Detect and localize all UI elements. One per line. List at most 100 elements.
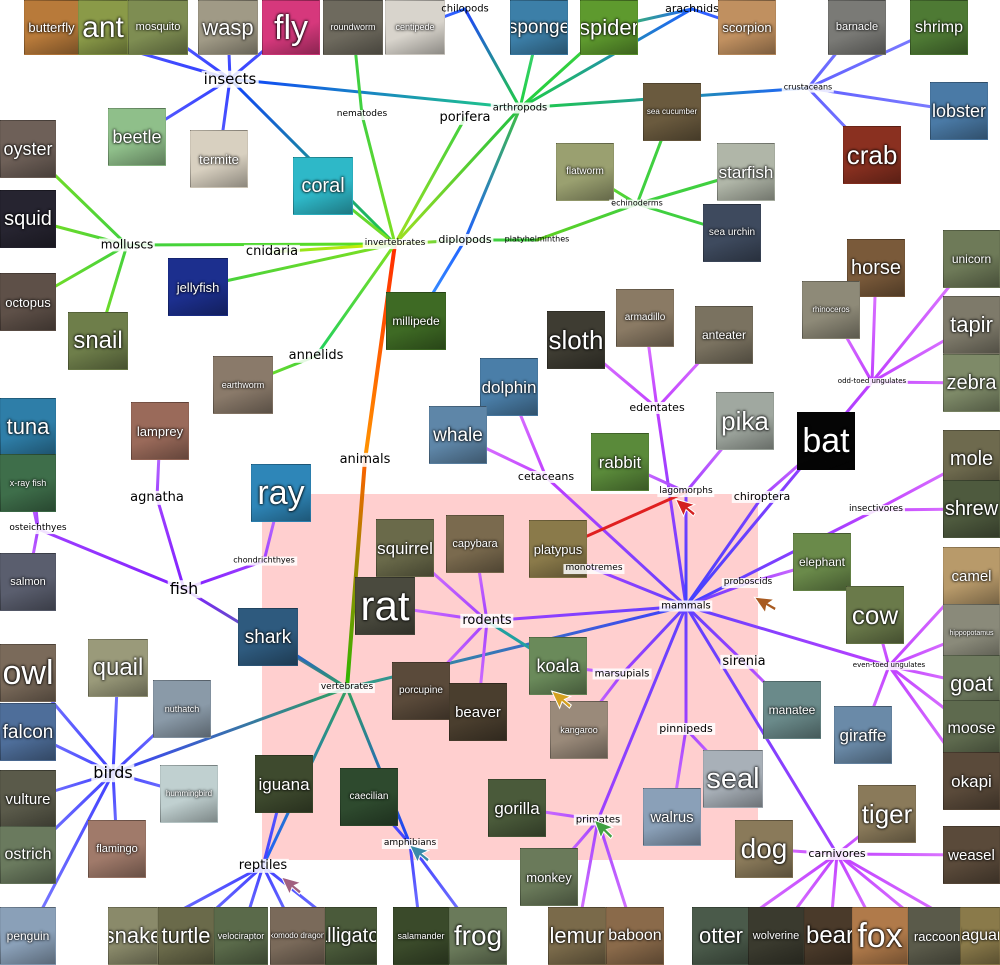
- category-nematodes[interactable]: nematodes: [334, 109, 390, 120]
- category-monotremes[interactable]: monotremes: [563, 563, 625, 574]
- category-agnatha[interactable]: agnatha: [128, 489, 186, 506]
- animal-tile-fly[interactable]: fly: [262, 0, 320, 55]
- animal-tile-giraffe[interactable]: giraffe: [834, 706, 892, 764]
- category-chilopods[interactable]: chilopods: [441, 3, 489, 15]
- animal-tile-crab[interactable]: crab: [843, 126, 901, 184]
- animal-tile-tiger[interactable]: tiger: [858, 785, 916, 843]
- animal-tile-shrimp[interactable]: shrimp: [910, 0, 968, 55]
- animal-tile-anteater[interactable]: anteater: [695, 306, 753, 364]
- animal-tile-flamingo[interactable]: flamingo: [88, 820, 146, 878]
- animal-tile-earthworm[interactable]: earthworm: [213, 356, 273, 414]
- animal-tile-butterfly[interactable]: butterfly: [24, 0, 79, 55]
- category-porifera[interactable]: porifera: [437, 109, 493, 126]
- animal-tile-weasel[interactable]: weasel: [943, 826, 1000, 884]
- animal-tile-rhinoceros[interactable]: rhinoceros: [802, 281, 860, 339]
- animal-tile-manatee[interactable]: manatee: [763, 681, 821, 739]
- animal-tile-coral[interactable]: coral: [293, 157, 353, 215]
- animal-tile-cow[interactable]: cow: [846, 586, 904, 644]
- animal-tile-fox[interactable]: fox: [852, 907, 908, 965]
- animal-tile-flatworm[interactable]: flatworm: [556, 143, 614, 201]
- animal-tile-armadillo[interactable]: armadillo: [616, 289, 674, 347]
- animal-tile-komodo-dragon[interactable]: komodo dragon: [270, 907, 325, 965]
- animal-tile-hummingbird[interactable]: hummingbird: [160, 765, 218, 823]
- animal-tile-millipede[interactable]: millipede: [386, 292, 446, 350]
- category-crustaceans[interactable]: crustaceans: [781, 82, 835, 93]
- category-platyhelminthes[interactable]: platyhelminthes: [504, 234, 570, 244]
- animal-tile-bear[interactable]: bear: [804, 907, 856, 965]
- animal-tile-moose[interactable]: moose: [943, 700, 1000, 758]
- category-rodents[interactable]: rodents: [460, 612, 514, 629]
- animal-tile-whale[interactable]: whale: [429, 406, 487, 464]
- animal-tile-velociraptor[interactable]: velociraptor: [214, 907, 268, 965]
- category-vertebrates[interactable]: vertebrates: [318, 682, 376, 693]
- animal-tile-dog[interactable]: dog: [735, 820, 793, 878]
- animal-tile-ray[interactable]: ray: [251, 464, 311, 522]
- animal-tile-centipede[interactable]: centipede: [385, 0, 445, 55]
- animal-tile-tuna[interactable]: tuna: [0, 398, 56, 456]
- animal-tile-quail[interactable]: quail: [88, 639, 148, 697]
- animal-tile-vulture[interactable]: vulture: [0, 770, 56, 828]
- category-lagomorphs[interactable]: lagomorphs: [657, 486, 715, 497]
- category-primates[interactable]: primates: [573, 814, 623, 826]
- animal-tile-mole[interactable]: mole: [943, 430, 1000, 488]
- animal-tile-camel[interactable]: camel: [943, 547, 1000, 605]
- category-mammals[interactable]: mammals: [659, 600, 713, 612]
- category-animals[interactable]: animals: [337, 451, 393, 468]
- animal-tile-elephant[interactable]: elephant: [793, 533, 851, 591]
- animal-tile-raccoon[interactable]: raccoon: [908, 907, 966, 965]
- animal-tile-frog[interactable]: frog: [449, 907, 507, 965]
- animal-tile-spider[interactable]: spider: [580, 0, 638, 55]
- animal-tile-x-ray-fish[interactable]: x-ray fish: [0, 454, 56, 512]
- category-cetaceans[interactable]: cetaceans: [515, 469, 577, 484]
- category-reptiles[interactable]: reptiles: [236, 857, 290, 874]
- category-birds[interactable]: birds: [91, 763, 135, 783]
- animal-tile-hippopotamus[interactable]: hippopotamus: [943, 604, 1000, 662]
- animal-tile-octopus[interactable]: octopus: [0, 273, 56, 331]
- category-sirenia[interactable]: sirenia: [720, 653, 768, 670]
- animal-tile-gorilla[interactable]: gorilla: [488, 779, 546, 837]
- animal-tile-salmon[interactable]: salmon: [0, 553, 56, 611]
- category-echinoderms[interactable]: echinoderms: [609, 198, 665, 209]
- animal-tile-snake[interactable]: snake: [108, 907, 158, 965]
- animal-tile-lamprey[interactable]: lamprey: [131, 402, 189, 460]
- category-carnivores[interactable]: carnivores: [806, 846, 868, 861]
- animal-tile-shark[interactable]: shark: [238, 608, 298, 666]
- animal-tile-alligator[interactable]: alligator: [325, 907, 377, 965]
- category-cnidaria[interactable]: cnidaria: [243, 243, 301, 260]
- category-insectivores[interactable]: insectivores: [847, 504, 905, 515]
- category-fish[interactable]: fish: [167, 579, 201, 599]
- category-proboscids[interactable]: proboscids: [721, 577, 775, 588]
- category-even-toed[interactable]: even-toed ungulates: [850, 661, 928, 670]
- category-annelids[interactable]: annelids: [286, 347, 346, 364]
- category-pinnipeds[interactable]: pinnipeds: [657, 721, 715, 736]
- category-chiroptera[interactable]: chiroptera: [731, 489, 793, 504]
- animal-tile-unicorn[interactable]: unicorn: [943, 230, 1000, 288]
- animal-tile-jellyfish[interactable]: jellyfish: [168, 258, 228, 316]
- category-chondrichthyes[interactable]: chondrichthyes: [231, 555, 297, 566]
- category-marsupials[interactable]: marsupials: [592, 668, 652, 680]
- animal-tile-turtle[interactable]: turtle: [158, 907, 214, 965]
- animal-tile-sea-cucumber[interactable]: sea cucumber: [643, 83, 701, 141]
- animal-tile-squid[interactable]: squid: [0, 190, 56, 248]
- animal-tile-porcupine[interactable]: porcupine: [392, 662, 450, 720]
- animal-tile-sea-urchin[interactable]: sea urchin: [703, 204, 761, 262]
- animal-tile-ant[interactable]: ant: [78, 0, 128, 55]
- animal-tile-starfish[interactable]: starfish: [717, 143, 775, 201]
- category-edentates[interactable]: edentates: [627, 400, 687, 415]
- category-arthropods[interactable]: arthropods: [490, 102, 550, 114]
- animal-tile-roundworm[interactable]: roundworm: [323, 0, 383, 55]
- animal-tile-beetle[interactable]: beetle: [108, 108, 166, 166]
- animal-tile-beaver[interactable]: beaver: [449, 683, 507, 741]
- animal-tile-baboon[interactable]: baboon: [606, 907, 664, 965]
- animal-tile-kangaroo[interactable]: kangaroo: [550, 701, 608, 759]
- animal-tile-bat[interactable]: bat: [797, 412, 855, 470]
- animal-tile-capybara[interactable]: capybara: [446, 515, 504, 573]
- animal-tile-koala[interactable]: koala: [529, 637, 587, 695]
- animal-tile-wasp[interactable]: wasp: [198, 0, 258, 55]
- animal-tile-salamander[interactable]: salamander: [393, 907, 449, 965]
- animal-tile-zebra[interactable]: zebra: [943, 354, 1000, 412]
- category-molluscs[interactable]: molluscs: [98, 237, 156, 252]
- animal-tile-rabbit[interactable]: rabbit: [591, 433, 649, 491]
- animal-tile-ostrich[interactable]: ostrich: [0, 826, 56, 884]
- animal-tile-tapir[interactable]: tapir: [943, 296, 1000, 354]
